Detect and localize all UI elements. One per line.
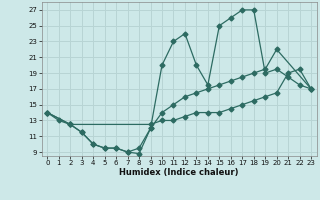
X-axis label: Humidex (Indice chaleur): Humidex (Indice chaleur) (119, 168, 239, 177)
